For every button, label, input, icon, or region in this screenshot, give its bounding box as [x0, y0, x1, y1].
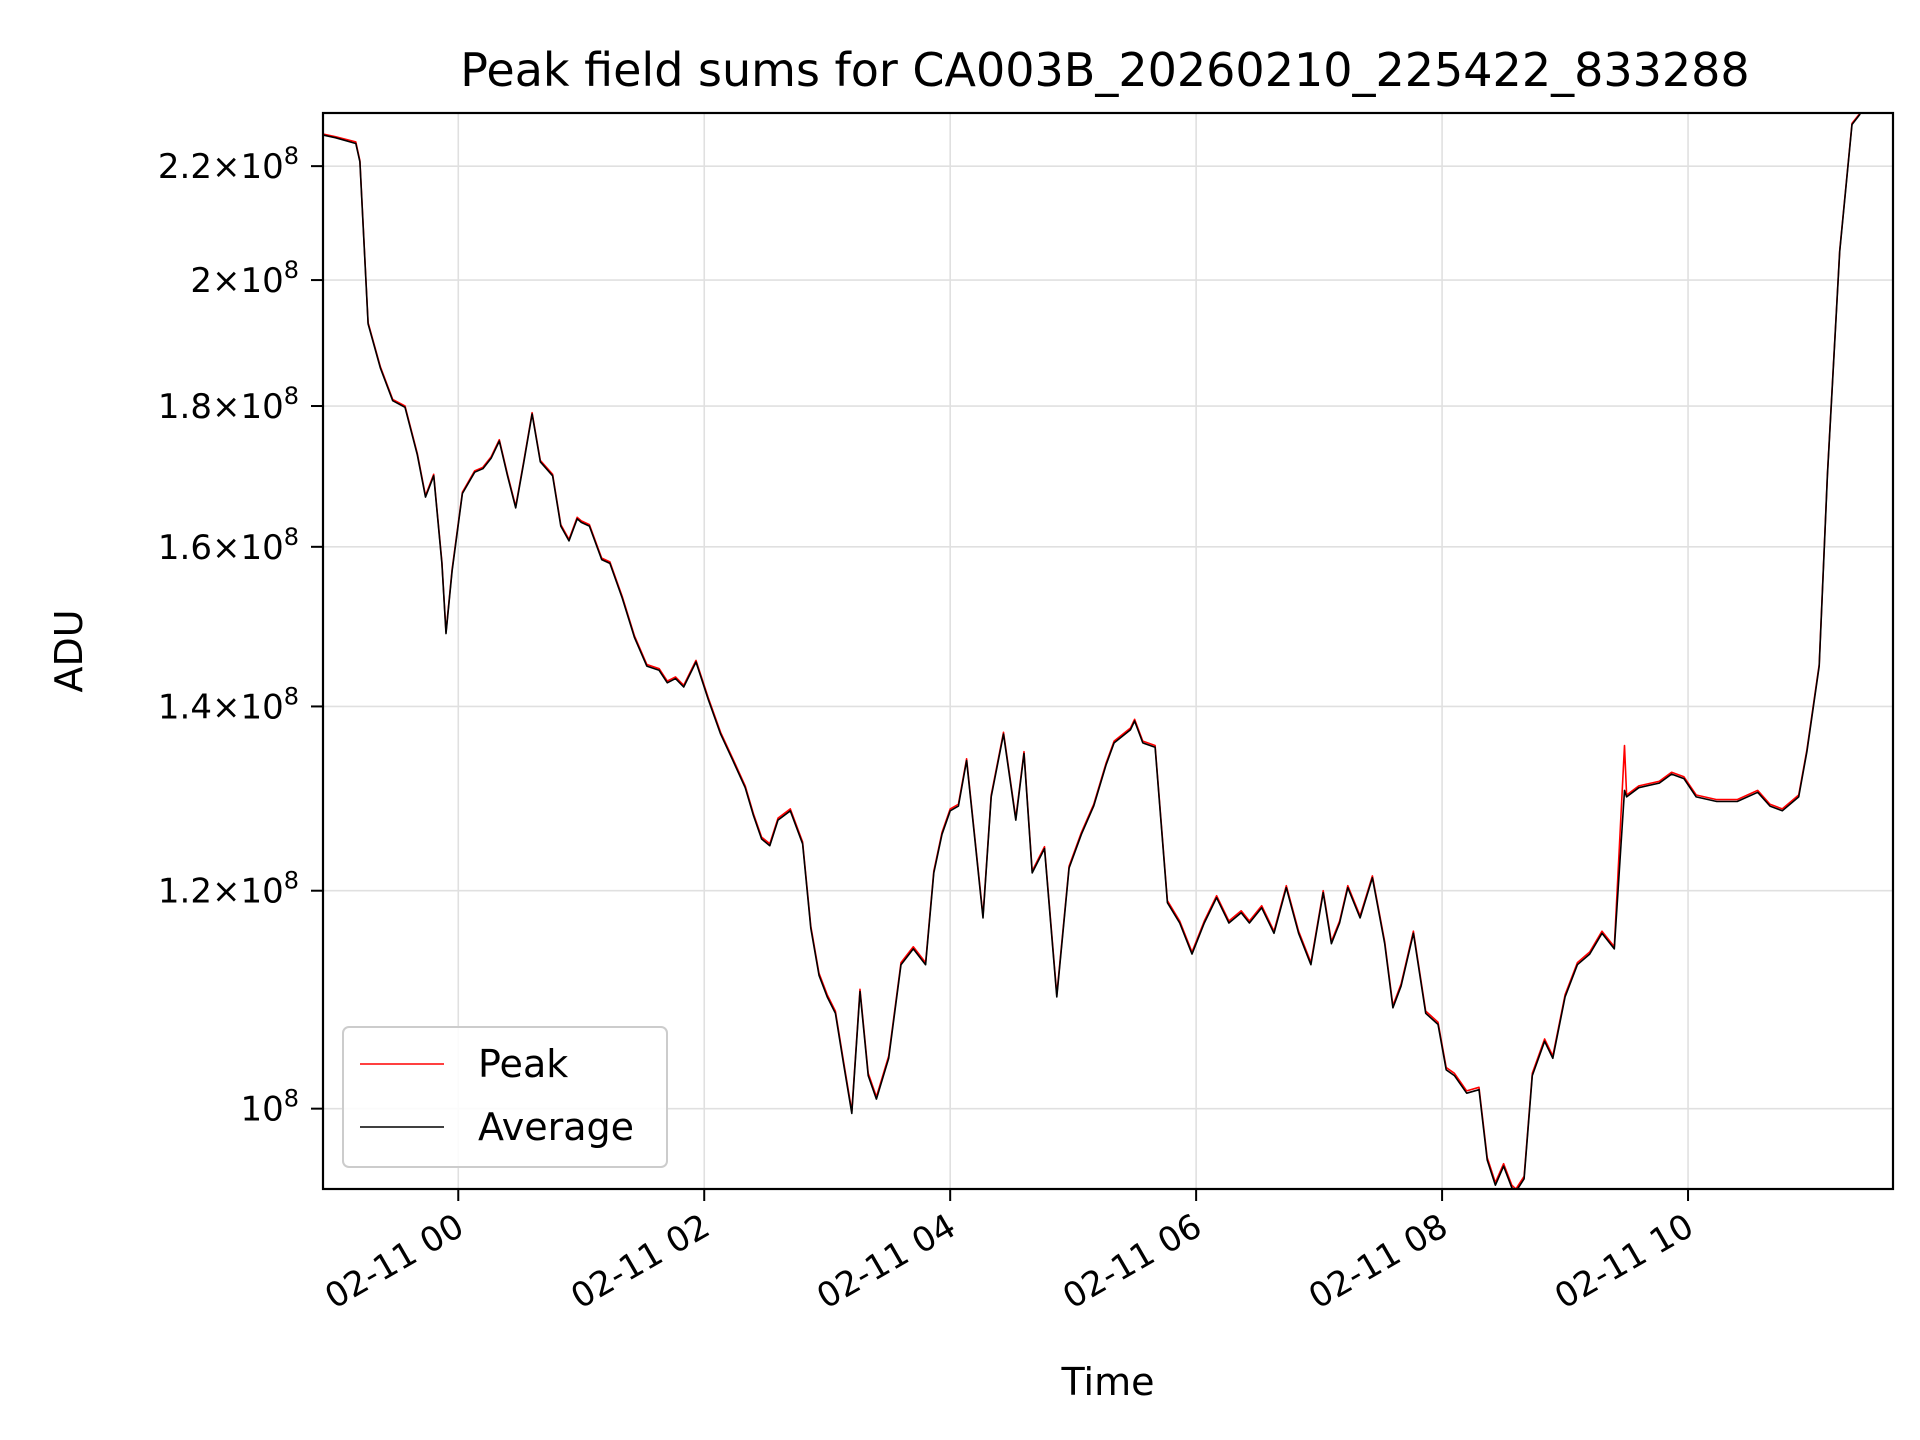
plot-frame: [321, 111, 1895, 1191]
grid: [323, 113, 1893, 1189]
y-axis: 108 1.2×108 1.4×108 1.6×108 1.8×108 2×108 2.2×…: [158, 142, 323, 1130]
y-tick-label: 108: [240, 1085, 299, 1130]
legend-box: [342, 1026, 668, 1168]
y-tick-label: 1.6×108: [158, 523, 299, 568]
y-tick-label: 2.2×108: [158, 142, 299, 187]
y-tick-label: 1.2×108: [158, 867, 299, 912]
y-tick-label: 2×108: [190, 256, 299, 301]
y-axis-title: ADU: [47, 609, 91, 692]
x-axis-title: Time: [1061, 1360, 1155, 1404]
y-tick-label: 1.4×108: [158, 682, 299, 727]
plot-lines: [323, 113, 1861, 1189]
legend-label-average: Average: [478, 1105, 634, 1149]
legend: Peak Average: [342, 1026, 668, 1168]
chart-title: Peak field sums for CA003B_20260210_2254…: [460, 43, 1749, 97]
y-tick-label: 1.8×108: [158, 382, 299, 427]
legend-label-peak: Peak: [478, 1042, 568, 1086]
series-line-average: [323, 113, 1861, 1189]
